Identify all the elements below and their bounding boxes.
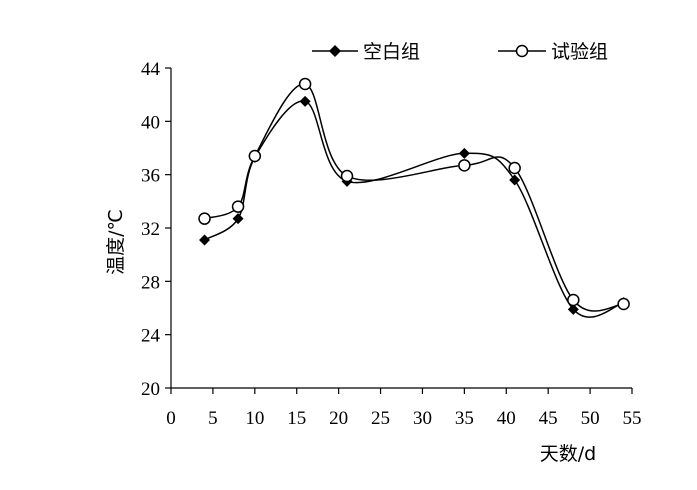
data-point-circle (248, 149, 262, 163)
y-tick-label: 28 (141, 272, 160, 293)
data-point-diamond (567, 303, 579, 315)
data-point-circle (231, 200, 245, 213)
data-point-diamond (199, 234, 211, 246)
x-tick-label: 10 (245, 408, 264, 429)
data-point-circle (458, 159, 471, 172)
y-tick-label: 36 (141, 166, 160, 187)
legend-diamond-marker (329, 45, 341, 57)
series-line (204, 100, 624, 318)
x-tick-label: 20 (329, 408, 348, 429)
y-tick-label: 32 (141, 219, 160, 240)
legend-circle-marker (515, 44, 529, 58)
x-tick-label: 50 (581, 408, 600, 429)
data-point-diamond (458, 147, 470, 159)
legend-item-blank-group: 空白组 (312, 41, 420, 63)
data-point-diamond (232, 213, 244, 225)
x-tick-label: 40 (497, 408, 516, 429)
x-tick-label: 55 (623, 408, 642, 429)
axes (170, 68, 632, 389)
x-tick-label: 35 (455, 408, 474, 429)
ticks: 20 24 28 32 36 40 44 0 5 10 15 20 25 30 35 40 45 50 55 (141, 59, 642, 429)
y-tick-label: 40 (141, 112, 160, 133)
x-tick-label: 45 (539, 408, 558, 429)
data-point-circle (340, 169, 354, 183)
data-point-circle (508, 161, 521, 175)
data-point-circle (567, 293, 580, 307)
x-tick-label: 30 (413, 408, 432, 429)
data-point-diamond (509, 174, 521, 186)
series-group (198, 77, 630, 318)
data-point-circle (298, 77, 312, 91)
x-tick-label: 25 (371, 408, 390, 429)
legend: 空白组 试验组 (312, 41, 608, 63)
y-tick-label: 24 (141, 326, 161, 347)
legend-label-blank: 空白组 (363, 41, 420, 63)
series-test-group (198, 77, 630, 312)
x-tick-label: 5 (208, 408, 218, 429)
data-point-circle (198, 212, 211, 225)
data-point-diamond (299, 95, 311, 107)
legend-label-test: 试验组 (551, 41, 608, 63)
x-tick-label: 15 (287, 408, 306, 429)
x-tick-label: 0 (166, 408, 176, 429)
series-line (204, 83, 624, 312)
x-axis-title: 天数/d (540, 443, 596, 465)
y-tick-label: 20 (141, 379, 160, 400)
data-point-circle (617, 297, 630, 311)
legend-item-test-group: 试验组 (498, 41, 608, 63)
y-tick-label: 44 (141, 59, 161, 80)
y-axis-title: 温度/℃ (105, 209, 127, 275)
